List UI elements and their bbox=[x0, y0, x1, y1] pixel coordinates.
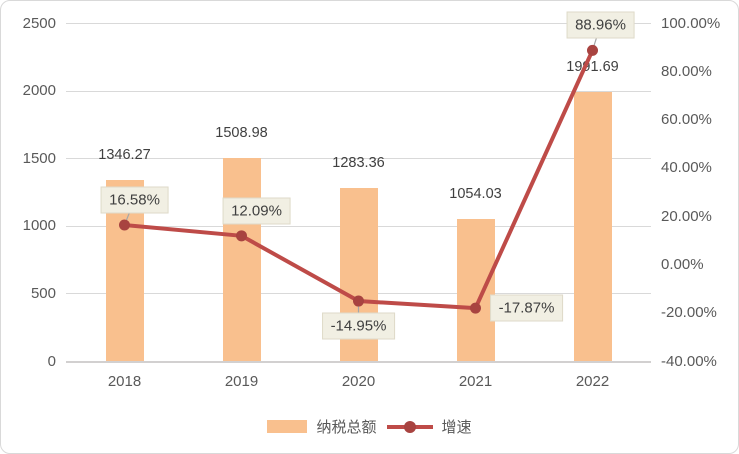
category-label-2018: 2018 bbox=[107, 373, 142, 390]
bar-value-label-2022: 1991.69 bbox=[566, 59, 619, 76]
left-axis-tick-500: 500 bbox=[30, 284, 56, 302]
left-axis-tick-2000: 2000 bbox=[22, 82, 56, 100]
left-axis-tick-2500: 2500 bbox=[22, 14, 56, 32]
line-series-swatch bbox=[386, 420, 433, 433]
bar-value-label-2019: 1508.98 bbox=[215, 124, 268, 141]
gridline-2500 bbox=[66, 23, 651, 25]
gridline-1500 bbox=[66, 158, 651, 160]
category-label-2020: 2020 bbox=[341, 373, 376, 390]
growth-data-label-2020: -14.95% bbox=[321, 312, 396, 340]
right-axis-tick-80.00%: 80.00% bbox=[661, 62, 712, 80]
line-marker-2020[interactable] bbox=[353, 295, 364, 307]
right-axis-tick-100.00%: 100.00% bbox=[661, 14, 721, 32]
growth-data-label-2019: 12.09% bbox=[222, 197, 291, 225]
bar-series-swatch bbox=[267, 419, 308, 433]
bar-value-label-2018: 1346.27 bbox=[98, 146, 151, 163]
right-axis-tick--40.00%: -40.00% bbox=[661, 352, 717, 370]
category-label-2022: 2022 bbox=[575, 373, 610, 390]
bar-2022[interactable] bbox=[573, 92, 612, 362]
line-marker-2019[interactable] bbox=[236, 230, 247, 242]
gridline-2000 bbox=[66, 90, 651, 92]
gridline-0 bbox=[66, 360, 651, 363]
bar-value-label-2020: 1283.36 bbox=[332, 155, 385, 172]
growth-data-label-2021: -17.87% bbox=[489, 294, 564, 322]
right-axis-tick-0.00%: 0.00% bbox=[661, 255, 704, 273]
legend-item-bar-series[interactable]: 纳税总额 bbox=[267, 416, 377, 437]
right-axis-tick--20.00%: -20.00% bbox=[661, 304, 717, 322]
legend-label-line-series: 增速 bbox=[441, 418, 472, 436]
right-axis-tick-20.00%: 20.00% bbox=[661, 207, 712, 225]
left-axis-tick-1000: 1000 bbox=[22, 217, 56, 235]
growth-line[interactable] bbox=[124, 49, 595, 311]
growth-data-label-2018: 16.58% bbox=[100, 186, 169, 214]
legend-label-bar-series: 纳税总额 bbox=[316, 418, 377, 436]
right-axis-tick-60.00%: 60.00% bbox=[661, 111, 712, 129]
category-label-2019: 2019 bbox=[224, 373, 259, 390]
right-axis-tick-40.00%: 40.00% bbox=[661, 159, 712, 177]
left-axis-tick-1500: 1500 bbox=[22, 149, 56, 167]
growth-data-label-2022: 88.96% bbox=[566, 11, 635, 39]
line-marker-2018[interactable] bbox=[119, 219, 130, 231]
line-marker-2021[interactable] bbox=[470, 302, 481, 314]
legend: 纳税总额 增速 bbox=[1, 412, 738, 440]
bar-2019[interactable] bbox=[222, 157, 261, 362]
left-axis-tick-0: 0 bbox=[47, 352, 56, 370]
category-label-2021: 2021 bbox=[458, 373, 493, 390]
legend-item-line-series[interactable]: 增速 bbox=[386, 416, 472, 437]
bar-value-label-2021: 1054.03 bbox=[449, 186, 502, 203]
bar-2021[interactable] bbox=[456, 219, 495, 362]
line-marker-2022[interactable] bbox=[587, 44, 598, 56]
